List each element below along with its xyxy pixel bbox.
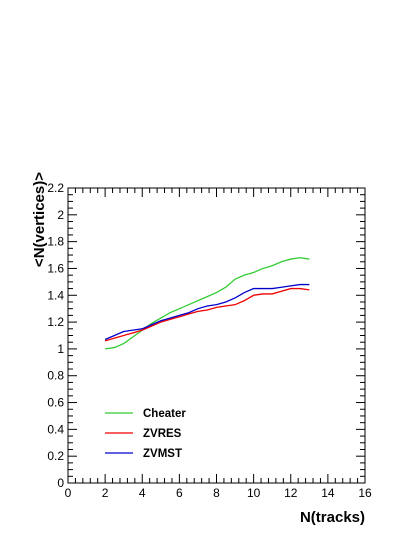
x-tick-label: 8 bbox=[213, 486, 220, 500]
x-tick-label: 2 bbox=[102, 486, 109, 500]
y-tick-label: 1.6 bbox=[47, 261, 64, 275]
series-line-zvmst bbox=[104, 283, 310, 341]
x-tick-label: 4 bbox=[139, 486, 146, 500]
x-tick-label: 16 bbox=[358, 486, 372, 500]
y-tick-label: 1.2 bbox=[47, 315, 64, 329]
y-tick-label: 0.4 bbox=[47, 422, 64, 436]
x-tick-label: 10 bbox=[247, 486, 261, 500]
axes-layer: 0 2 4 6 8 10 12 14 16 0 0.2 0.4 0.6 0.8 1 1.2 1.4 1.6 1.8 2… bbox=[47, 181, 372, 500]
x-axis-label: N(tracks) bbox=[300, 509, 365, 526]
y-tick-label: 0.2 bbox=[47, 449, 64, 463]
y-tick-label: 0.6 bbox=[47, 396, 64, 410]
series-line-zvres bbox=[104, 287, 310, 342]
y-tick-label: 2.2 bbox=[47, 181, 64, 195]
series-line-cheater bbox=[105, 257, 310, 350]
legend-label-cheater: Cheater bbox=[143, 408, 186, 420]
y-axis-label: <N(vertices)> bbox=[31, 172, 48, 267]
series-layer bbox=[104, 257, 310, 350]
x-tick-label: 14 bbox=[321, 486, 335, 500]
y-tick-label: 0.8 bbox=[47, 369, 64, 383]
y-tick-label: 2 bbox=[57, 208, 64, 222]
plot-frame bbox=[67, 187, 366, 484]
legend-label-zvres: ZVRES bbox=[143, 428, 182, 440]
y-tick-label: 0 bbox=[57, 476, 64, 490]
legend-label-zvmst: ZVMST bbox=[143, 448, 182, 460]
y-tick-label: 1.8 bbox=[47, 235, 64, 249]
x-tick-label: 12 bbox=[284, 486, 298, 500]
x-tick-label: 0 bbox=[65, 486, 72, 500]
x-tick-label: 6 bbox=[176, 486, 183, 500]
y-tick-label: 1.4 bbox=[47, 288, 64, 302]
legend: Cheater ZVRES ZVMST bbox=[105, 408, 186, 460]
y-tick-label: 1 bbox=[57, 342, 64, 356]
